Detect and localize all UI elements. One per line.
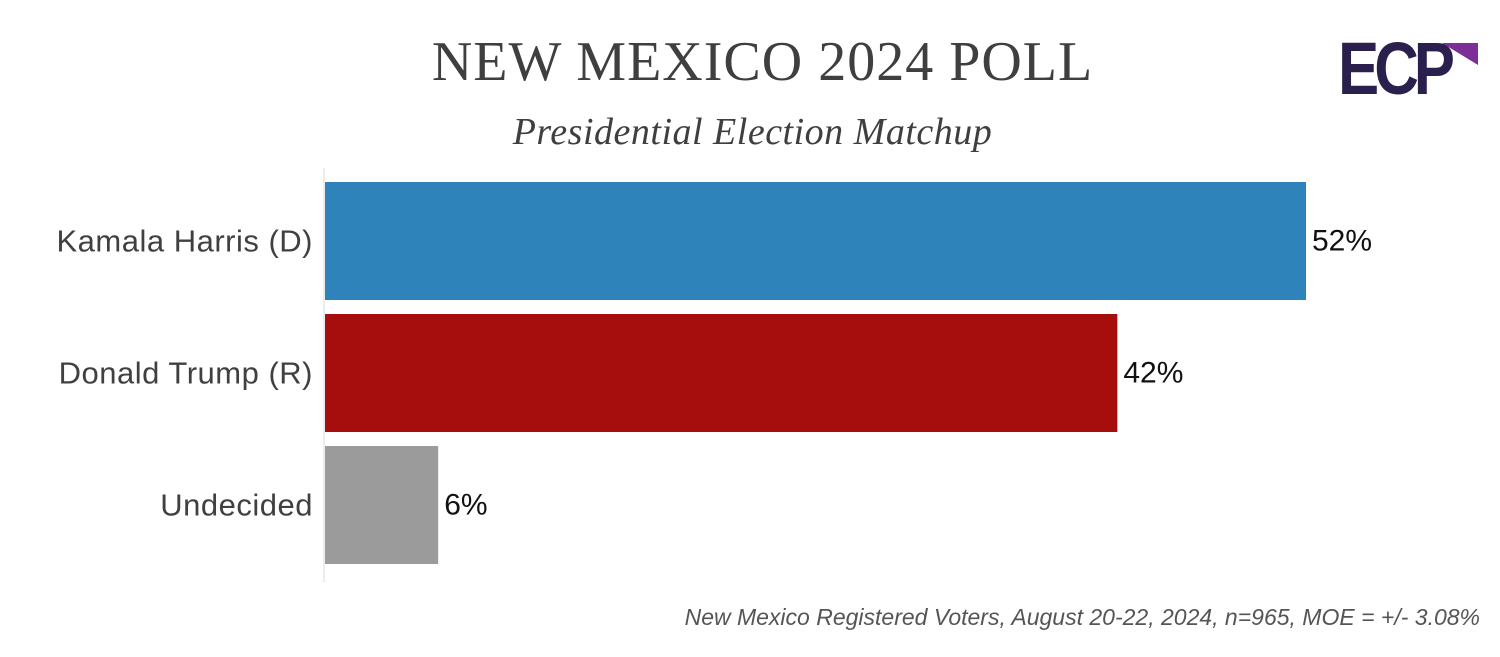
value-label: 52% xyxy=(1312,225,1372,258)
bar-2 xyxy=(325,446,439,564)
svg-text:ECP: ECP xyxy=(1338,35,1453,97)
category-label: Donald Trump (R) xyxy=(59,356,313,391)
footnote: New Mexico Registered Voters, August 20-… xyxy=(684,604,1480,630)
chart-subtitle: Presidential Election Matchup xyxy=(512,111,993,153)
chart-title: NEW MEXICO 2024 POLL xyxy=(431,31,1094,93)
bar-chart: Kamala Harris (D) 52% Donald Trump (R) 42% U… xyxy=(56,168,1372,582)
ecp-logo: ECP xyxy=(1338,35,1478,97)
bar-1 xyxy=(325,314,1118,432)
category-label: Undecided xyxy=(160,488,313,523)
category-label: Kamala Harris (D) xyxy=(56,224,313,259)
value-label: 6% xyxy=(444,489,487,522)
value-label: 42% xyxy=(1123,357,1183,390)
bar-0 xyxy=(325,182,1306,300)
